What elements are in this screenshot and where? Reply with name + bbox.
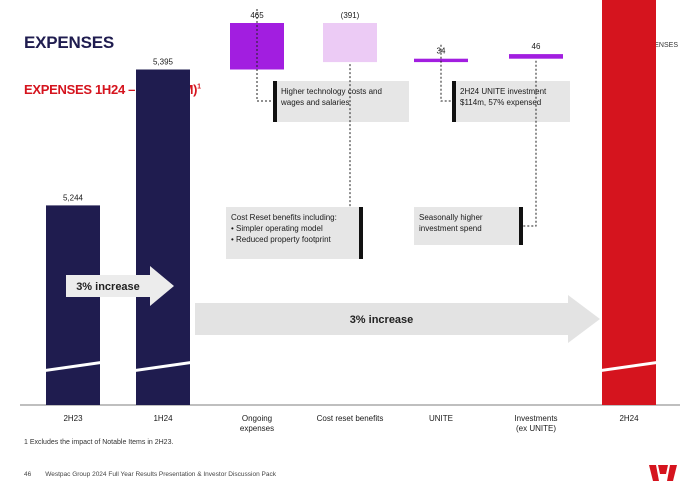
category-label-0: 2H23 (63, 414, 83, 423)
category-label-1: 1H24 (153, 414, 173, 423)
category-label-5: Investments (514, 414, 557, 423)
category-label-6: 2H24 (619, 414, 639, 423)
unite-callout-line-0: 2H24 UNITE investment (460, 87, 547, 96)
category-label-5-1: (ex UNITE) (516, 424, 556, 433)
axis-break-0 (45, 361, 101, 372)
technology-callout-accent (273, 81, 277, 122)
connector-investment (523, 60, 537, 227)
data-label-0: 5,244 (63, 193, 84, 202)
technology-callout-box (273, 81, 409, 122)
technology-callout: Higher technology costs and wages and sal… (273, 81, 409, 122)
data-label-3: (391) (341, 11, 360, 20)
bar-5 (509, 54, 563, 59)
westpac-logo-icon (649, 465, 677, 481)
unite-callout-line-1: $114m, 57% expensed (460, 98, 541, 107)
waterfall-chart: 3% increase 5,244 2H23 5,395 1H24 465 Ongoinge… (20, 0, 680, 433)
section-label: EXPENSES (640, 42, 678, 49)
technology-callout-line-1: wages and salaries (280, 98, 349, 107)
increase-arrow-large-label: 3% increase (350, 314, 414, 326)
cost-reset-callout: Cost Reset benefits including: • Simpler … (226, 207, 363, 259)
data-label-4: 34 (437, 47, 446, 56)
unite-callout: 2H24 UNITE investment $114m, 57% expensed (452, 81, 570, 122)
footer-text: Westpac Group 2024 Full Year Results Pre… (45, 471, 276, 478)
bar-6 (602, 0, 656, 406)
unite-callout-accent (452, 81, 456, 122)
increase-arrow-large (195, 295, 600, 343)
cost-reset-callout-line-0: Cost Reset benefits including: (231, 213, 337, 222)
chart-title-footnote-marker: 1 (197, 83, 201, 91)
category-label-3: Cost reset benefits (317, 414, 384, 423)
connector-unite (440, 44, 452, 102)
connector-technology (256, 9, 273, 102)
footer: 46 Westpac Group 2024 Full Year Results P… (24, 471, 290, 478)
increase-arrow-small-label: 3% increase (76, 281, 140, 293)
unite-callout-box (452, 81, 570, 122)
investment-callout-line-0: Seasonally higher (419, 213, 483, 222)
investment-callout-accent (519, 207, 523, 245)
axis-break-1 (135, 361, 191, 372)
category-label-2: Ongoing (242, 414, 272, 423)
bar-3 (323, 23, 377, 63)
bar-4 (414, 58, 468, 63)
axis-break-6 (601, 361, 657, 372)
cost-reset-callout-line-2: • Reduced property footprint (231, 235, 332, 244)
bar-0 (46, 205, 100, 405)
investment-callout-box (414, 207, 523, 245)
category-label-2-1: expenses (240, 424, 274, 433)
cost-reset-callout-line-1: • Simpler operating model (231, 224, 323, 233)
data-label-5: 46 (532, 42, 541, 51)
bar-1 (136, 69, 190, 405)
page-number: 46 (24, 471, 32, 478)
investment-callout-line-1: investment spend (419, 224, 482, 233)
data-label-1: 5,395 (153, 58, 174, 67)
technology-callout-line-0: Higher technology costs and (281, 87, 382, 96)
page-title: EXPENSES (24, 33, 115, 52)
increase-arrow-small (66, 266, 174, 306)
data-label-2: 465 (250, 11, 264, 20)
footnote: 1 Excludes the impact of Notable Items i… (24, 439, 174, 446)
cost-reset-callout-accent (359, 207, 363, 259)
investment-callout: Seasonally higher investment spend (414, 207, 523, 245)
cost-reset-callout-box (226, 207, 363, 259)
category-label-4: UNITE (429, 414, 453, 423)
